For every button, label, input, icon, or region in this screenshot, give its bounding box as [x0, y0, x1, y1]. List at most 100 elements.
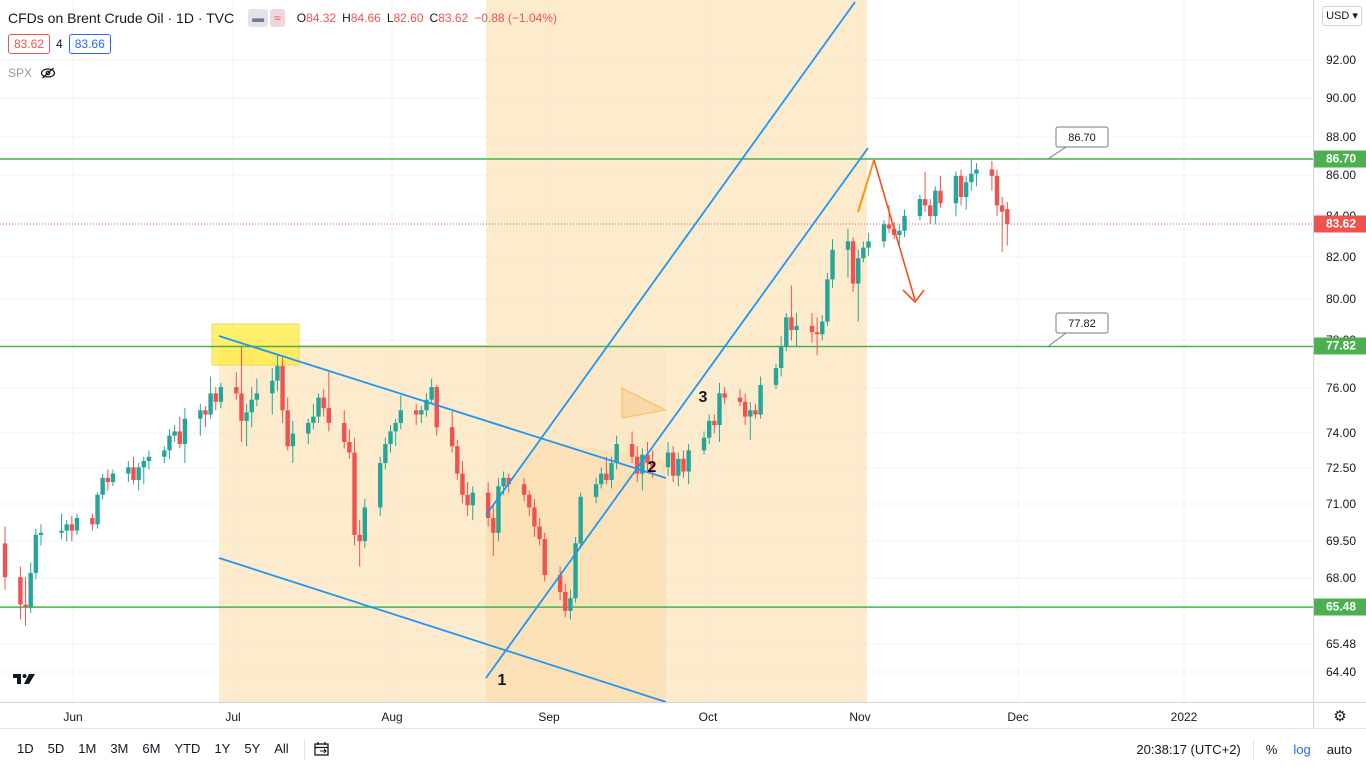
callout-box	[1055, 126, 1109, 148]
candle-body	[753, 410, 758, 415]
y-tick-label: 86.00	[1326, 168, 1357, 182]
candle-body	[172, 431, 177, 436]
last-price-tag: 83.62	[1314, 215, 1366, 233]
timeframe-1y-button[interactable]: 1Y	[214, 741, 231, 756]
candle-body	[414, 410, 419, 415]
candle-body	[321, 397, 326, 409]
layout-toggles[interactable]: ▬ ≈	[248, 9, 285, 27]
candle-body	[701, 437, 707, 451]
candle-body	[162, 450, 167, 457]
candle-body	[136, 467, 141, 480]
candle-body	[64, 524, 69, 531]
candle-body	[850, 241, 856, 284]
bid-price-button[interactable]: 83.62	[8, 34, 51, 54]
wave-label: 1	[498, 672, 507, 689]
time-axis[interactable]: Jun Jul Aug Sep Oct Nov Dec 2022	[0, 702, 1313, 728]
clock-timezone[interactable]: 20:38:17 (UTC+2)	[1136, 741, 1241, 757]
candle-body	[316, 397, 321, 417]
candle-body	[958, 175, 964, 197]
candle-body	[311, 416, 316, 423]
candle-body	[378, 463, 383, 508]
x-tick-label: Dec	[1007, 710, 1029, 724]
candle-body	[362, 507, 367, 542]
candle-body	[557, 575, 563, 592]
toolbar-divider	[303, 738, 305, 759]
candle-body	[825, 279, 830, 322]
eye-hidden-icon[interactable]	[40, 67, 56, 79]
x-tick-label: Aug	[381, 710, 403, 724]
timeframe-5d-button[interactable]: 5D	[47, 741, 65, 756]
candle-body	[347, 441, 352, 453]
candle-body	[722, 393, 727, 398]
callout-label: 86.70	[1068, 132, 1096, 144]
candle-body	[326, 408, 332, 423]
timeframe-6m-button[interactable]: 6M	[142, 741, 161, 756]
channel-line	[485, 147, 869, 679]
candle-body	[290, 433, 296, 447]
bottom-toolbar: 1D 5D 1M 3M 6M YTD 1Y 5Y All 20:38:17 (U…	[0, 728, 1366, 768]
candle-body	[177, 431, 182, 445]
candle-body	[342, 422, 347, 442]
timeframe-all-button[interactable]: All	[274, 741, 289, 756]
price-axis[interactable]: USD ▾ 92.0090.0088.0086.0084.0082.0080.0…	[1313, 0, 1366, 702]
candle-body	[593, 484, 599, 497]
candle-body	[856, 258, 861, 284]
candle-body	[218, 387, 224, 402]
wave-icon[interactable]: ≈	[270, 9, 285, 27]
candle-body	[491, 517, 496, 533]
timeframe-1m-button[interactable]: 1M	[78, 741, 97, 756]
candle-body	[609, 463, 614, 480]
candle-body	[244, 412, 249, 421]
candle-body	[485, 492, 491, 518]
y-tick-label: 80.00	[1326, 292, 1357, 306]
candle-body	[789, 317, 794, 331]
ask-price-button[interactable]: 83.66	[68, 34, 111, 54]
log-scale-toggle[interactable]: log	[1293, 741, 1311, 757]
timeframe-1d-button[interactable]: 1D	[17, 741, 34, 756]
candle-body	[573, 543, 578, 599]
y-tick-label: 64.40	[1326, 665, 1357, 679]
candle-body	[974, 169, 979, 174]
timeframe-5y-button[interactable]: 5Y	[244, 741, 261, 756]
candle-body	[845, 241, 851, 250]
callout-label: 77.82	[1068, 318, 1096, 330]
gear-icon[interactable]: ⚙	[1313, 702, 1366, 728]
ohlc-key: O	[296, 11, 307, 25]
indicator-label[interactable]: SPX	[8, 66, 33, 80]
toolbar-divider	[1252, 739, 1254, 759]
date-range-calendar-icon[interactable]	[313, 741, 331, 757]
tradingview-logo-icon[interactable]	[12, 671, 38, 687]
toolbar-right: 20:38:17 (UTC+2) % log auto	[1136, 729, 1366, 768]
candle-body	[249, 399, 254, 413]
candle-body	[676, 458, 681, 476]
candle-body	[388, 431, 393, 445]
timeframe-3m-button[interactable]: 3M	[110, 741, 129, 756]
candle-body	[902, 215, 907, 231]
candle-body	[773, 368, 779, 385]
y-tick-label: 69.50	[1326, 534, 1357, 548]
candle-body	[999, 205, 1005, 212]
auto-scale-toggle[interactable]: auto	[1326, 741, 1352, 757]
chart-plot-area[interactable]: 86.70 77.82 1 2 3 CFDs on Brent Crude Oil · …	[0, 0, 1313, 702]
currency-select[interactable]: USD ▾	[1322, 6, 1362, 26]
candlestick-chart[interactable]: 86.70 77.82 1 2 3	[0, 0, 1313, 702]
ohlc-change: −0.88 (−1.04%)	[474, 11, 557, 25]
timeframe-ytd-button[interactable]: YTD	[174, 741, 201, 756]
symbol-title[interactable]: CFDs on Brent Crude Oil · 1D · TVC	[8, 10, 235, 26]
price-line-tag: 77.82	[1314, 337, 1366, 355]
minus-icon[interactable]: ▬	[248, 9, 269, 27]
candle-body	[449, 427, 455, 447]
candle-body	[614, 444, 619, 464]
candle-body	[1005, 209, 1010, 224]
candle-body	[198, 410, 203, 419]
candle-body	[470, 492, 475, 506]
channel-line	[485, 1, 856, 516]
candle-body	[239, 393, 244, 421]
percent-scale-toggle[interactable]: %	[1265, 741, 1278, 757]
candle-body	[398, 410, 403, 423]
candle-body	[455, 446, 460, 474]
candle-body	[717, 393, 722, 426]
candle-body	[18, 577, 23, 605]
candle-body	[306, 422, 311, 434]
y-tick-label: 65.48	[1326, 637, 1357, 651]
